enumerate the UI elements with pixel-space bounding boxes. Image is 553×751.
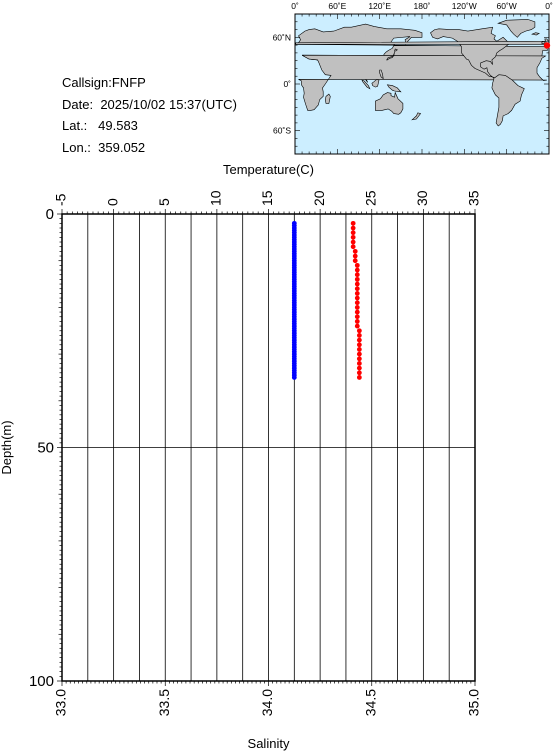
bottom-axis-title: Salinity bbox=[248, 736, 290, 751]
salinity-point bbox=[354, 319, 360, 324]
lon-row: Lon.: 359.052 bbox=[62, 137, 237, 159]
callsign-row: Callsign:FNFP bbox=[62, 72, 237, 94]
salinity-point bbox=[352, 248, 358, 254]
bottom-tick-label: 33.5 bbox=[156, 689, 172, 716]
lat-label: Lat.: bbox=[62, 118, 88, 133]
lon-label: Lon.: bbox=[62, 139, 91, 155]
bottom-tick-label: 34.0 bbox=[259, 689, 275, 716]
map-land-12 bbox=[295, 38, 549, 46]
depth-tick-label: 50 bbox=[37, 440, 54, 457]
top-tick-label: 0 bbox=[104, 198, 120, 206]
map-lon-label: 0˚ bbox=[545, 1, 553, 11]
salinity-point bbox=[354, 323, 360, 329]
map-lat-label: 0˚ bbox=[283, 79, 291, 89]
map-lon-label: 120˚W bbox=[452, 1, 477, 11]
map-land-15 bbox=[411, 112, 422, 121]
lat-row: Lat.: 49.583 bbox=[62, 115, 237, 137]
map-lon-label: 60˚E bbox=[328, 1, 346, 11]
salinity-point bbox=[356, 337, 362, 343]
salinity-point bbox=[354, 272, 360, 278]
station-marker bbox=[543, 42, 551, 49]
top-tick-label: 25 bbox=[362, 190, 378, 206]
location-map: 0˚ 60˚E 120˚E 180˚ 120˚W 60˚W 0˚ 60˚N 0˚ 60˚S bbox=[273, 1, 553, 155]
salinity-point bbox=[356, 328, 362, 334]
top-tick-label: 20 bbox=[311, 190, 327, 206]
top-tick-label: -5 bbox=[53, 193, 69, 206]
salinity-point bbox=[356, 333, 362, 338]
map-land-2 bbox=[375, 91, 404, 115]
salinity-point bbox=[354, 267, 360, 273]
salinity-point bbox=[354, 300, 360, 306]
salinity-point bbox=[354, 276, 360, 282]
map-content: 0˚ 60˚E 120˚E 180˚ 120˚W 60˚W 0˚ 60˚N 0˚ 60˚S bbox=[273, 1, 553, 155]
salinity-point bbox=[354, 295, 360, 301]
salinity-point bbox=[352, 253, 358, 259]
salinity-point bbox=[350, 225, 356, 231]
depth-tick-label: 100 bbox=[29, 673, 54, 690]
bottom-tick-label: 34.5 bbox=[362, 689, 378, 716]
salinity-point bbox=[350, 230, 356, 236]
salinity-point bbox=[350, 220, 356, 226]
depth-tick-label: 0 bbox=[46, 206, 54, 223]
map-land-8 bbox=[386, 84, 402, 93]
date-value: 2025/10/02 15:37(UTC) bbox=[100, 96, 237, 112]
map-lat-label: 60˚N bbox=[273, 32, 291, 42]
salinity-point bbox=[350, 239, 356, 245]
salinity-point bbox=[356, 365, 362, 371]
lon-value: 359.052 bbox=[98, 139, 146, 155]
salinity-point bbox=[352, 258, 358, 264]
map-lon-label: 120˚E bbox=[368, 1, 391, 11]
salinity-point bbox=[354, 281, 360, 287]
map-land-14 bbox=[531, 32, 540, 36]
salinity-point bbox=[354, 286, 360, 292]
salinity-point bbox=[354, 314, 360, 320]
top-tick-label: 35 bbox=[466, 190, 482, 206]
salinity-point bbox=[356, 342, 362, 348]
salinity-point bbox=[356, 351, 362, 357]
map-land-13 bbox=[541, 40, 546, 44]
salinity-point bbox=[356, 356, 362, 362]
salinity-point bbox=[356, 347, 362, 352]
top-axis-title: Temperature(C) bbox=[223, 162, 314, 177]
bottom-tick-label: 35.0 bbox=[466, 689, 482, 716]
map-land-4 bbox=[491, 74, 525, 127]
top-tick-label: 15 bbox=[259, 190, 275, 206]
map-lat-label: 60˚S bbox=[273, 126, 291, 136]
map-land-7 bbox=[371, 78, 380, 88]
salinity-point bbox=[354, 309, 360, 315]
map-land-11 bbox=[324, 93, 331, 104]
map-lon-label: 0˚ bbox=[291, 1, 299, 11]
salinity-point bbox=[356, 370, 362, 376]
lat-value: 49.583 bbox=[98, 118, 138, 133]
callsign-label: Callsign: bbox=[62, 75, 112, 90]
temperature-point bbox=[291, 375, 297, 380]
station-info: Callsign:FNFP Date: 2025/10/02 15:37(UTC… bbox=[62, 72, 237, 158]
map-land-5 bbox=[497, 19, 536, 38]
map-land-16 bbox=[379, 69, 384, 80]
map-land-9 bbox=[386, 52, 395, 61]
date-label: Date: bbox=[62, 96, 94, 112]
salinity-point bbox=[356, 375, 362, 380]
callsign-value: FNFP bbox=[111, 75, 146, 90]
top-tick-label: 30 bbox=[414, 190, 430, 206]
map-land-10 bbox=[394, 48, 398, 52]
salinity-point bbox=[354, 262, 360, 268]
map-land-3 bbox=[430, 26, 510, 78]
salinity-point bbox=[356, 361, 362, 366]
map-lon-label: 60˚W bbox=[497, 1, 517, 11]
salinity-point bbox=[354, 305, 360, 310]
map-lon-label: 180˚ bbox=[413, 1, 430, 11]
salinity-point bbox=[354, 290, 360, 296]
top-tick-label: 10 bbox=[208, 190, 224, 206]
y-axis-title: Depth(m) bbox=[0, 420, 14, 474]
salinity-point bbox=[350, 244, 356, 250]
bottom-tick-label: 33.0 bbox=[53, 689, 69, 716]
salinity-point bbox=[350, 234, 356, 240]
top-tick-label: 5 bbox=[156, 198, 172, 206]
date-row: Date: 2025/10/02 15:37(UTC) bbox=[62, 94, 237, 116]
map-land-6 bbox=[361, 79, 371, 90]
